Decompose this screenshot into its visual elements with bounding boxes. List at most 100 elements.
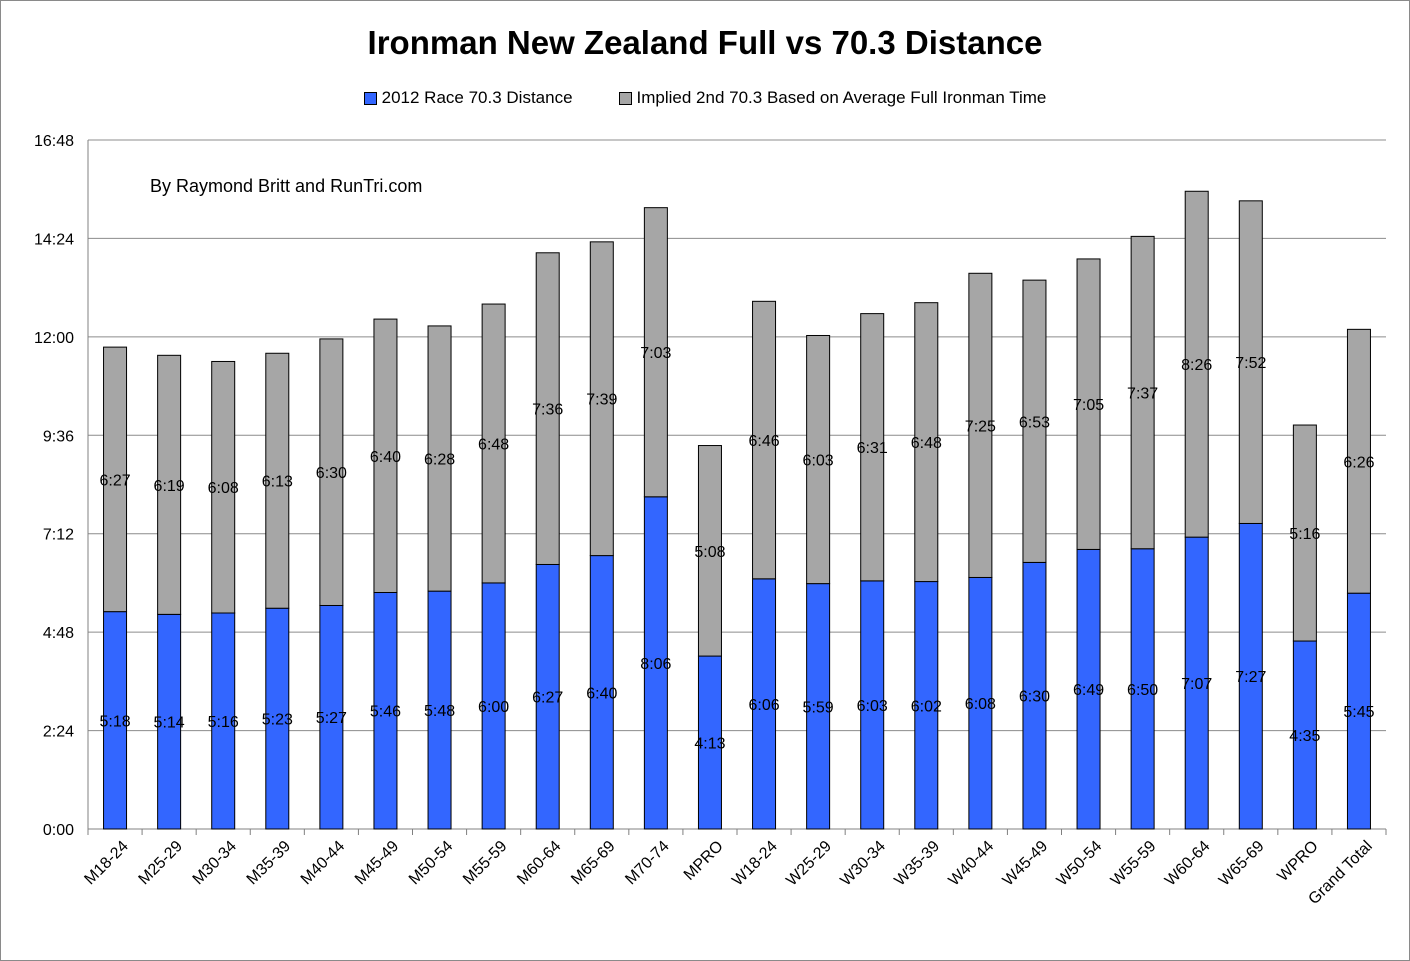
data-label-implied: 6:30 (316, 465, 347, 482)
x-tick-label: M55-59 (460, 838, 510, 888)
x-tick-label: M65-69 (568, 838, 618, 888)
data-label-race: 5:46 (370, 704, 401, 721)
x-tick-label: M18-24 (81, 838, 131, 888)
y-tick-label: 16:48 (34, 133, 74, 150)
data-label-implied: 6:48 (478, 436, 509, 453)
x-tick-label: W18-24 (729, 838, 781, 890)
legend-item-race: 2012 Race 70.3 Distance (363, 88, 573, 108)
data-label-race: 5:23 (262, 712, 293, 729)
data-label-race: 6:30 (1019, 689, 1050, 706)
data-label-implied: 7:03 (640, 345, 671, 362)
data-label-race: 5:14 (154, 715, 185, 732)
bar-implied (968, 272, 993, 578)
bar-implied (860, 313, 885, 582)
bar-implied (589, 241, 614, 557)
data-label-race: 4:35 (1289, 728, 1320, 745)
x-tick-label: W50-54 (1054, 838, 1106, 890)
x-tick-label: M50-54 (406, 838, 456, 888)
y-tick-label: 0:00 (43, 822, 74, 839)
bar-implied (1130, 235, 1155, 550)
data-label-race: 5:48 (424, 703, 455, 720)
y-tick-label: 4:48 (43, 625, 74, 642)
bar-implied (1238, 200, 1263, 524)
data-label-race: 6:03 (857, 698, 888, 715)
y-tick-label: 9:36 (43, 428, 74, 445)
bar-implied (319, 338, 344, 606)
data-label-race: 6:40 (586, 685, 617, 702)
data-label-race: 5:59 (803, 699, 834, 716)
x-tick-label: M60-64 (514, 838, 564, 888)
bar-implied (752, 300, 777, 580)
x-tick-label: W40-44 (946, 838, 998, 890)
bar-implied (265, 352, 290, 609)
data-label-implied: 7:25 (965, 418, 996, 435)
data-label-implied: 6:48 (911, 435, 942, 452)
x-tick-label: MPRO (681, 838, 727, 884)
data-label-race: 6:06 (748, 697, 779, 714)
data-label-implied: 6:40 (370, 449, 401, 466)
y-tick-label: 12:00 (34, 330, 74, 347)
bar-implied (1076, 258, 1101, 550)
data-label-implied: 6:31 (857, 440, 888, 457)
data-label-race: 7:07 (1181, 676, 1212, 693)
legend-label-implied: Implied 2nd 70.3 Based on Average Full I… (636, 88, 1047, 107)
legend-swatch-implied (618, 91, 632, 105)
data-label-implied: 7:37 (1127, 386, 1158, 403)
data-label-implied: 5:16 (1289, 526, 1320, 543)
legend-item-implied: Implied 2nd 70.3 Based on Average Full I… (618, 88, 1047, 108)
y-tick-label: 14:24 (34, 231, 74, 248)
data-label-race: 7:27 (1235, 669, 1266, 686)
data-label-race: 6:27 (532, 690, 563, 707)
chart-title: Ironman New Zealand Full vs 70.3 Distanc… (367, 24, 1043, 61)
legend: 2012 Race 70.3 Distance Implied 2nd 70.3… (0, 88, 1410, 108)
data-label-race: 5:16 (208, 714, 239, 731)
x-tick-label: W25-29 (783, 838, 835, 890)
bar-implied (1022, 279, 1047, 563)
bar-implied (481, 303, 506, 584)
data-label-implied: 5:08 (694, 544, 725, 561)
data-label-implied: 7:39 (586, 392, 617, 409)
bar-implied (1292, 424, 1317, 642)
x-tick-label: M35-39 (244, 838, 294, 888)
data-label-implied: 6:27 (99, 472, 130, 489)
x-tick-label: WPRO (1274, 838, 1321, 885)
legend-label-race: 2012 Race 70.3 Distance (381, 88, 573, 107)
bar-implied (373, 318, 398, 593)
data-label-implied: 6:28 (424, 452, 455, 469)
bar-implied (914, 302, 939, 583)
bar-implied (1184, 190, 1209, 538)
x-tick-label: W35-39 (891, 838, 943, 890)
data-label-implied: 6:46 (748, 433, 779, 450)
data-label-implied: 8:26 (1181, 357, 1212, 374)
data-label-implied: 7:52 (1235, 355, 1266, 372)
data-label-race: 8:06 (640, 656, 671, 673)
data-label-implied: 6:08 (208, 480, 239, 497)
x-tick-label: M40-44 (298, 838, 348, 888)
bar-implied (1346, 328, 1371, 594)
x-tick-label: W30-34 (837, 838, 889, 890)
x-tick-label: M70-74 (622, 838, 672, 888)
x-tick-label: W55-59 (1108, 838, 1160, 890)
bar-implied (157, 354, 182, 615)
data-label-race: 5:18 (99, 713, 130, 730)
data-label-race: 6:50 (1127, 682, 1158, 699)
bar-implied (643, 207, 668, 498)
data-label-implied: 6:26 (1343, 454, 1374, 471)
data-label-implied: 7:05 (1073, 397, 1104, 414)
data-label-race: 6:49 (1073, 682, 1104, 699)
data-label-race: 4:13 (694, 736, 725, 753)
x-tick-label: M25-29 (136, 838, 186, 888)
data-label-implied: 6:53 (1019, 414, 1050, 431)
data-label-race: 5:45 (1343, 704, 1374, 721)
data-label-race: 6:02 (911, 698, 942, 715)
data-label-race: 6:00 (478, 699, 509, 716)
x-tick-label: M45-49 (352, 838, 402, 888)
data-label-race: 6:08 (965, 696, 996, 713)
bar-implied (535, 252, 560, 565)
y-tick-label: 7:12 (43, 527, 74, 544)
chart-credit: By Raymond Britt and RunTri.com (150, 176, 423, 196)
data-label-race: 5:27 (316, 710, 347, 727)
x-tick-label: W65-69 (1216, 838, 1268, 890)
data-label-implied: 7:36 (532, 402, 563, 419)
